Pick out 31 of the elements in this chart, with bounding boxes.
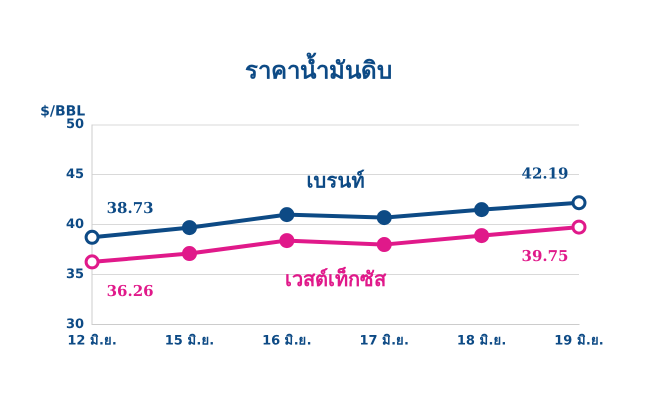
- point: [572, 220, 586, 235]
- x-tick-label: 19 มิ.ย.: [554, 334, 604, 349]
- data-label: 36.26: [106, 282, 154, 300]
- point: [376, 237, 392, 252]
- x-tick-label: 17 มิ.ย.: [359, 334, 409, 349]
- point: [572, 195, 586, 210]
- x-tick-label: 16 มิ.ย.: [262, 334, 312, 349]
- y-tick-label: 50: [66, 117, 84, 132]
- data-label: 38.73: [106, 199, 154, 218]
- y-axis-title: $/BBL: [40, 103, 86, 120]
- x-tick-label: 15 มิ.ย.: [164, 334, 214, 349]
- point: [376, 210, 392, 226]
- point: [474, 228, 490, 244]
- point: [474, 202, 490, 218]
- data-label: 39.75: [522, 246, 568, 265]
- point: [182, 220, 197, 236]
- series-label: เบรนท์: [306, 168, 365, 192]
- point: [182, 246, 197, 262]
- y-tick-label: 45: [66, 167, 84, 182]
- y-tick-label: 40: [66, 216, 84, 232]
- y-tick-label: 35: [66, 266, 84, 282]
- series-label: เวสต์เท็กซัส: [285, 266, 388, 291]
- point: [279, 207, 294, 222]
- x-tick-label: 12 มิ.ย.: [67, 334, 117, 349]
- data-label: 42.19: [522, 164, 568, 183]
- y-tick-label: 30: [66, 316, 84, 332]
- point: [84, 254, 100, 270]
- x-tick-label: 18 มิ.ย.: [456, 334, 506, 349]
- chart-title: ราคาน้ำมันดิบ: [245, 52, 392, 85]
- point: [84, 230, 100, 245]
- point: [279, 233, 294, 248]
